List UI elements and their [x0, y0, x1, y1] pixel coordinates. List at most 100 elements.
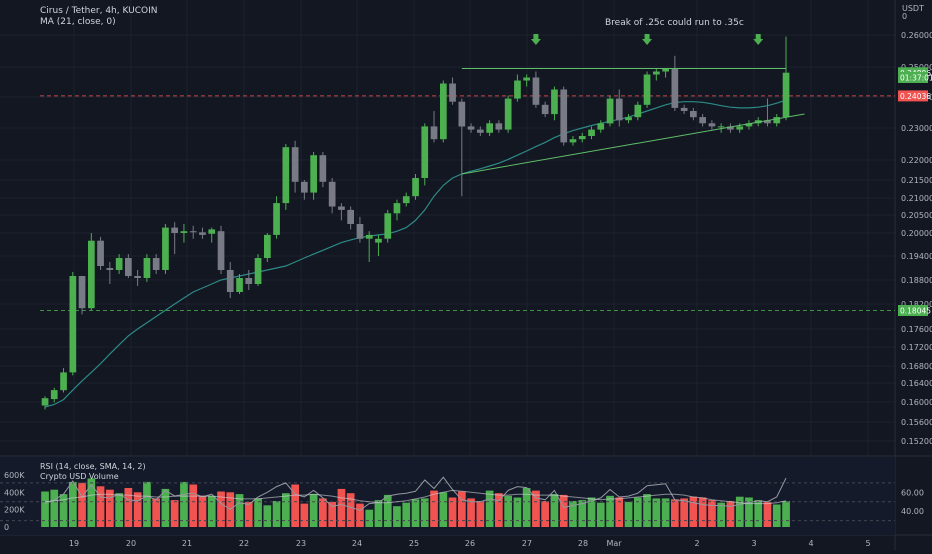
- candle-body: [625, 117, 632, 121]
- volume-bar: [337, 488, 346, 527]
- volume-bar: [754, 500, 763, 527]
- candle-body: [152, 258, 160, 270]
- candle-body: [134, 276, 141, 278]
- candle-body: [449, 83, 456, 102]
- volume-bar: [207, 495, 216, 527]
- x-axis-tick-label: 4: [808, 539, 813, 548]
- candle-body: [486, 123, 493, 133]
- volume-bar: [393, 506, 401, 527]
- candle-body: [189, 231, 197, 233]
- volume-bar: [578, 500, 587, 527]
- volume-bar: [467, 498, 475, 527]
- volume-bar: [217, 491, 225, 527]
- volume-bar: [41, 491, 49, 527]
- x-axis-tick-label: 25: [409, 539, 419, 548]
- price-label-badge: [898, 72, 928, 83]
- volume-bar: [87, 478, 96, 527]
- volume-bar: [606, 495, 614, 527]
- candle-body: [328, 181, 336, 207]
- volume-bar: [309, 494, 318, 527]
- candle-body: [615, 98, 623, 121]
- volume-axis-tick-label: 200K: [4, 506, 25, 515]
- candle-body: [319, 155, 327, 182]
- volume-bar: [180, 481, 188, 527]
- volume-bar: [504, 495, 512, 527]
- candle-body: [421, 126, 429, 178]
- candle-body: [236, 278, 243, 292]
- trendline-support: [461, 113, 805, 175]
- candle-body: [217, 231, 225, 270]
- x-axis-tick-label: 22: [239, 539, 249, 548]
- candle-body: [254, 258, 262, 284]
- candle-body: [208, 229, 216, 234]
- candle-body: [653, 71, 660, 75]
- rsi-axis-tick-label: 40.00: [901, 507, 924, 516]
- candle-body: [41, 398, 49, 406]
- y-axis-tick-label: 0.17200: [901, 343, 932, 352]
- volume-bar: [596, 502, 605, 527]
- volume-bar: [374, 500, 383, 527]
- volume-bar: [448, 497, 457, 527]
- volume-bar: [587, 497, 596, 527]
- y-axis-tick-label: 0.18800: [901, 276, 932, 285]
- candle-body: [578, 136, 586, 140]
- candle-body: [69, 276, 77, 373]
- volume-bar: [495, 493, 503, 527]
- candle-body: [60, 372, 67, 391]
- candle-body: [226, 270, 234, 292]
- candle-body: [78, 276, 86, 309]
- volume-bar: [254, 498, 262, 527]
- candle-body: [88, 240, 95, 309]
- volume-bar: [124, 488, 133, 527]
- candle-body: [301, 181, 308, 193]
- volume-bar: [569, 501, 577, 527]
- candle-body: [310, 155, 317, 193]
- candle-body: [680, 107, 688, 111]
- volume-bar: [726, 501, 735, 527]
- candle-body: [773, 117, 781, 124]
- candle-body: [245, 278, 253, 284]
- volume-axis-tick-label: 600K: [4, 471, 25, 480]
- y-axis-tick-label: 0.26000: [901, 31, 932, 40]
- volume-bar: [745, 497, 753, 527]
- candle-body: [745, 123, 753, 127]
- volume-bar: [541, 501, 549, 527]
- rsi-line: [44, 476, 787, 511]
- candle-body: [708, 123, 716, 127]
- candle-body: [690, 111, 697, 118]
- candle-body: [97, 240, 104, 266]
- volume-bar: [198, 495, 207, 527]
- volume-bar: [189, 484, 198, 527]
- candle-body: [356, 224, 364, 239]
- candle-body: [440, 83, 447, 140]
- y-axis-tick-label: 0.15600: [901, 418, 932, 427]
- price-label-text: 01:37:01: [900, 74, 932, 83]
- volume-bar: [615, 497, 624, 527]
- volume-bar: [652, 498, 661, 527]
- candle-body: [782, 72, 790, 118]
- volume-bar: [96, 486, 105, 527]
- volume-bar: [411, 499, 420, 527]
- y-axis-tick-label: 0.22000: [901, 156, 932, 165]
- volume-bar: [282, 493, 290, 527]
- candle-body: [699, 117, 706, 124]
- volume-bar: [485, 490, 494, 527]
- candle-body: [143, 258, 151, 278]
- volume-bar: [152, 498, 160, 527]
- volume-bar: [161, 488, 170, 527]
- volume-bar: [708, 500, 716, 527]
- candle-body: [458, 101, 466, 127]
- candle-body: [180, 231, 188, 233]
- volume-bar: [346, 493, 355, 527]
- candle-body: [764, 120, 771, 124]
- chart-title: Cirus / Tether, 4h, KUCOIN: [40, 6, 158, 16]
- volume-bar: [735, 496, 744, 527]
- candle-body: [50, 390, 58, 400]
- candle-body: [671, 68, 679, 108]
- price-label-badge: [898, 305, 928, 316]
- volume-bar: [782, 501, 790, 527]
- volume-bar: [328, 501, 336, 527]
- volume-bar: [680, 498, 688, 527]
- volume-bar: [661, 498, 670, 527]
